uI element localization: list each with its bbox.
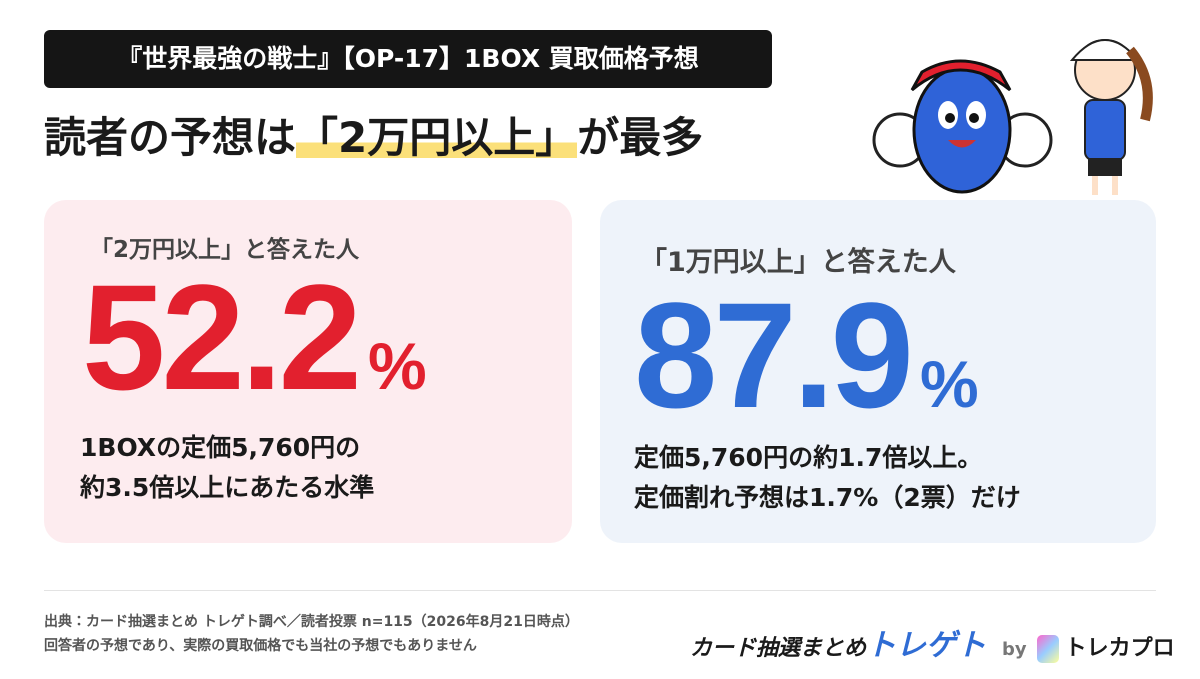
value-unit: % (367, 329, 427, 403)
note: 出典：カード抽選まとめ トレゲト調べ／読者投票 n=115（2026年8月21日… (44, 614, 579, 630)
value-unit: % (919, 347, 979, 421)
text-line: 定価割れ予想は1.7%（2票）だけ (634, 483, 1021, 512)
headline-prefix: 読者の予想は (44, 113, 297, 162)
stat-card: 「1万円以上」と答えた人 87.9% 定価5,760円の約1.7倍以上。定価割れ… (600, 200, 1156, 543)
stat-card: 「2万円以上」と答えた人 52.2% 1BOXの定価5,760円の 約3.5倍以上… (44, 200, 572, 543)
card-text: 定価5,760円の約1.7倍以上。定価割れ予想は1.7%（2票）だけ (634, 438, 1021, 518)
blue-mascot (872, 59, 1053, 194)
value-number: 52.2 (82, 253, 362, 421)
partner-icon (1036, 635, 1059, 663)
partner: トレカプロ (1064, 636, 1175, 661)
brand-name: カード抽選まとめ (690, 636, 867, 661)
by: by (1002, 639, 1027, 660)
text-line: 約3.5倍以上にあたる水準 (80, 473, 375, 502)
girl-mascot (1069, 39, 1153, 195)
headline-suffix: が最多 (577, 113, 704, 162)
card-label: 「1万円以上」と答えた人 (640, 247, 956, 278)
headline: 読者の予想は「2万円以上」が最多 (44, 104, 703, 165)
headline-highlight: 「2万円以上」 (296, 113, 578, 162)
value-number: 87.9 (634, 271, 914, 439)
text-line: 定価5,760円の約1.7倍以上。 (634, 443, 983, 472)
card-label: 「2万円以上」と答えた人 (90, 237, 360, 263)
note: 回答者の予想であり、実際の買取価格でも当社の予想でもありません (44, 638, 477, 654)
card-value: 87.9% (634, 280, 979, 430)
footer-notes: 出典：カード抽選まとめ トレゲト調べ／読者投票 n=115（2026年8月21日… (44, 610, 579, 658)
mascots (872, 39, 1153, 195)
card-text: 1BOXの定価5,760円の 約3.5倍以上にあたる水準 (80, 428, 374, 508)
brand-logo: トレゲト (866, 628, 987, 663)
brand: カード抽選まとめトレゲト by トレカプロ (690, 620, 1175, 664)
divider (44, 590, 1156, 591)
card-value: 52.2% (82, 262, 427, 412)
text-line: 1BOXの定価5,760円の (80, 433, 361, 462)
header-tag: 『世界最強の戦士』【OP-17】1BOX 買取価格予想 (44, 30, 772, 88)
